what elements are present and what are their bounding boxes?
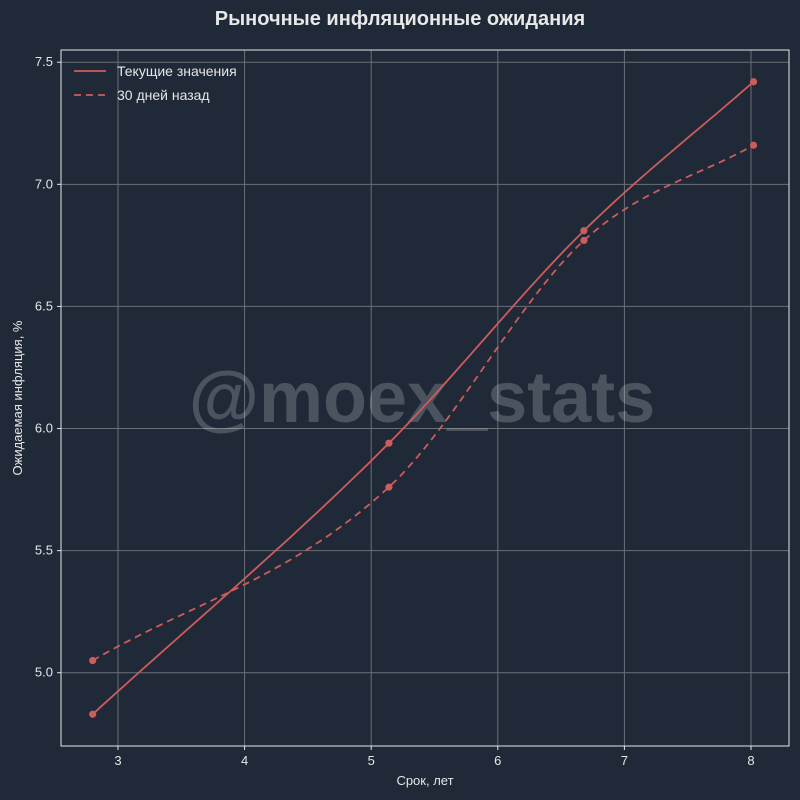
series-line-2 [92,144,754,662]
x-axis-label: Срок, лет [396,773,453,788]
grid-lines [61,50,789,746]
y-tick-label: 7.0 [35,176,53,191]
series-1-point [89,710,97,718]
series-1-point [749,78,758,86]
x-tick-label: 4 [241,753,248,768]
x-tick-label: 8 [747,753,754,768]
series-1-point [580,227,588,235]
series-2-point [749,141,758,149]
y-tick-label: 6.0 [35,421,53,436]
x-tick-label: 7 [621,753,628,768]
series-layer [89,78,758,718]
tick-labels: 3 4 5 6 7 8 5.0 5.5 6.0 6.5 7.0 7.5 [35,54,755,768]
watermark-text: @moex_stats [189,358,655,438]
legend-label-1: Текущие значения [117,63,237,79]
series-line-1 [92,81,755,715]
x-tick-label: 6 [494,753,501,768]
plot-frame [60,49,790,747]
y-tick-label: 7.5 [35,54,53,69]
legend-label-2: 30 дней назад [117,87,210,103]
x-tick-label: 3 [114,753,121,768]
series-2-point [89,656,97,665]
legend: Текущие значения 30 дней назад [74,63,237,103]
y-tick-label: 5.0 [35,665,53,680]
series-2-point [580,236,588,245]
series-1-point [385,439,393,447]
series-2-point [385,483,393,491]
x-tick-label: 5 [368,753,375,768]
y-tick-label: 6.5 [35,298,53,313]
chart-title: Рыночные инфляционные ожидания [214,8,586,30]
y-axis-label: Ожидаемая инфляция, % [10,320,25,475]
y-tick-label: 5.5 [35,543,53,558]
